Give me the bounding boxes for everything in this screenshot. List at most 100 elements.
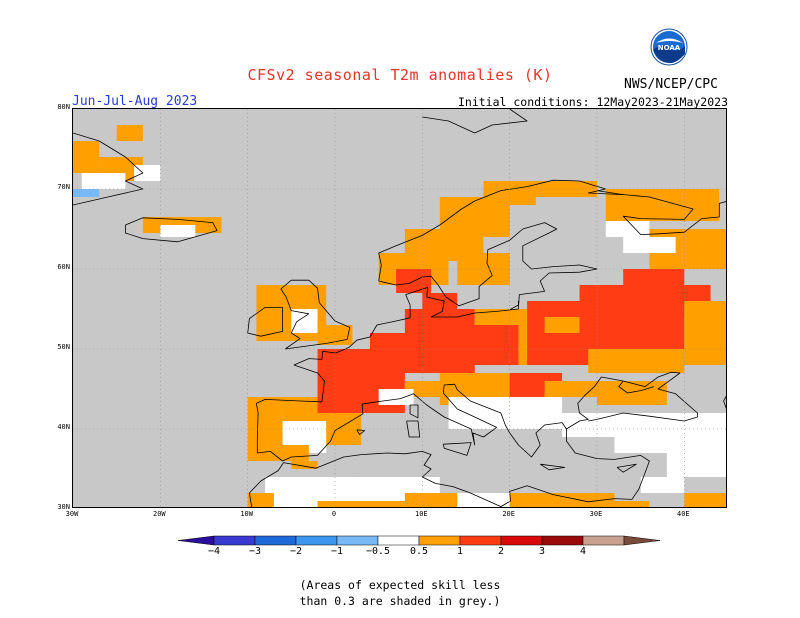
anomaly-cell (597, 501, 650, 507)
coastline (442, 442, 472, 456)
anomaly-cell (466, 325, 519, 365)
colorbar-tick-label: 1 (456, 546, 464, 557)
coastline (378, 222, 598, 307)
anomaly-cell (247, 493, 274, 507)
lat-label: 60N (57, 263, 70, 271)
colorbar-arrow-right (623, 535, 661, 546)
colorbar-tick-label: 2 (497, 546, 505, 557)
anomaly-cell (404, 309, 475, 373)
colorbar-segment (541, 535, 584, 546)
anomaly-map (72, 108, 727, 508)
colorbar-arrow-left (177, 535, 215, 546)
lon-label: 30E (589, 510, 603, 518)
anomaly-cell (605, 221, 650, 237)
anomaly-cell (404, 493, 458, 507)
anomaly-cell (684, 301, 726, 365)
anomaly-cell (378, 389, 414, 405)
anomaly-cell (527, 181, 597, 197)
lon-label: 0 (331, 510, 337, 518)
colorbar-tick-label: −3 (248, 546, 262, 557)
anomaly-cell (81, 173, 126, 189)
coastline (248, 429, 650, 507)
noaa-logo: NOAA (650, 28, 688, 70)
colorbar-tick-label: −2 (289, 546, 303, 557)
colorbar-segment (254, 535, 297, 546)
anomaly-cell (160, 225, 196, 237)
anomaly-cell (404, 381, 449, 397)
colorbar-segment (500, 535, 543, 546)
anomaly-cell (73, 141, 100, 173)
anomaly-cell (640, 477, 685, 493)
coastline (509, 301, 519, 311)
anomaly-cell (291, 461, 318, 469)
lon-label: 10E (415, 510, 428, 518)
coastline (723, 395, 726, 409)
lon-label: 10W (240, 510, 253, 518)
colorbar-segment (295, 535, 338, 546)
anomaly-cell (509, 397, 563, 429)
coastline (422, 109, 528, 134)
coastline (125, 217, 218, 243)
coastline (596, 190, 624, 195)
lat-label: 70N (57, 183, 70, 191)
coastline (256, 268, 598, 404)
map-title: CFSv2 seasonal T2m anomalies (K) (247, 66, 553, 84)
anomaly-cell (509, 493, 615, 507)
season-label: Jun-Jul-Aug 2023 (72, 94, 198, 109)
anomaly-cell (623, 237, 676, 253)
anomaly-cell (684, 493, 726, 507)
anomaly-cell (544, 317, 580, 333)
coastline (539, 463, 566, 471)
anomaly-cell (326, 381, 353, 397)
lat-label: 80N (57, 103, 70, 111)
lon-label: 30W (65, 510, 79, 518)
lat-label: 30N (57, 503, 70, 511)
coastline (73, 132, 144, 206)
colorbar-tick-label: −0.5 (365, 546, 391, 557)
anomaly-cell (544, 381, 597, 397)
skill-note-line-2: than 0.3 are shaded in grey.) (299, 594, 501, 608)
colorbar-tick-label: 3 (538, 546, 546, 557)
initial-conditions-label: Initial conditions: 12May2023-21May2023 (457, 95, 728, 109)
anomaly-cell (326, 421, 362, 445)
colorbar-segment (336, 535, 379, 546)
anomaly-cell (588, 349, 685, 373)
anomaly-cell (666, 445, 726, 477)
anomaly-cell (73, 189, 100, 197)
colorbar-tick-label: −1 (330, 546, 344, 557)
coastline (409, 404, 419, 419)
anomaly-cell (605, 189, 720, 221)
colorbar-tick-label: 0.5 (409, 546, 429, 557)
anomaly-map-canvas (73, 109, 726, 507)
anomaly-cell (597, 381, 667, 405)
coastline (378, 179, 726, 282)
colorbar-segment (377, 535, 420, 546)
coastline (356, 429, 366, 436)
coastline (256, 371, 698, 462)
coastline (618, 380, 654, 394)
anomaly-cell (439, 493, 528, 507)
lon-label: 20E (502, 510, 515, 518)
lon-label: 20W (153, 510, 166, 518)
anomaly-cell (116, 125, 143, 141)
anomaly-cell (134, 165, 161, 181)
coastline (616, 463, 637, 473)
anomaly-cell (562, 413, 615, 437)
skill-note: (Areas of expected skill less than 0.3 a… (0, 577, 800, 609)
agency-label: NWS/NCEP/CPC (624, 77, 718, 92)
colorbar-segment (582, 535, 625, 546)
anomaly-cell (422, 293, 458, 317)
lat-label: 40N (57, 423, 70, 431)
anomaly-cell (317, 501, 405, 507)
coastline (406, 420, 421, 438)
colorbar-segment (459, 535, 502, 546)
svg-text:NOAA: NOAA (658, 44, 681, 52)
lat-label: 50N (57, 343, 70, 351)
colorbar-segment (418, 535, 461, 546)
skill-note-line-1: (Areas of expected skill less (299, 578, 501, 592)
anomaly-cell (256, 445, 309, 461)
colorbar-tick-label: −4 (207, 546, 221, 557)
lon-label: 40E (677, 510, 690, 518)
colorbar-segment (213, 535, 256, 546)
colorbar-tick-label: 4 (579, 546, 587, 557)
